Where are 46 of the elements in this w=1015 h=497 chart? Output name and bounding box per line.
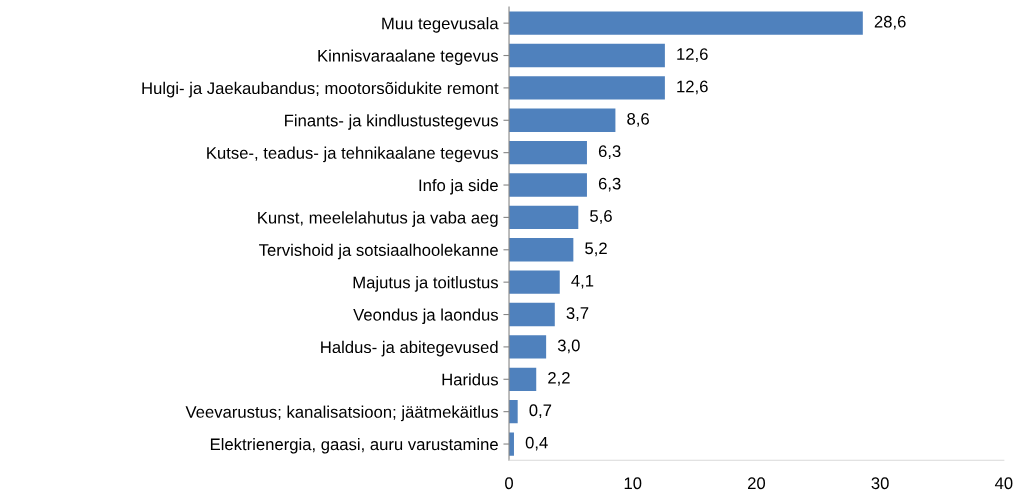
y-tick-label: Majutus ja toitlustus	[353, 276, 499, 292]
bar	[509, 400, 518, 424]
bar	[509, 140, 587, 165]
x-tick-label: 20	[748, 477, 766, 490]
bar	[509, 335, 547, 359]
x-tick-label: 30	[871, 477, 889, 490]
data-label: 4,1	[571, 275, 594, 289]
data-label: 0,4	[525, 436, 548, 451]
data-label: 12,6	[677, 80, 708, 95]
y-tick-label: Haridus	[442, 373, 499, 386]
bar	[509, 205, 579, 230]
y-tick-label: Kunst, meelelahutus ja vaba aeg	[258, 211, 498, 227]
y-tick-label: Kinnisvaraalane tegevus	[318, 49, 499, 66]
y-tick-label: Haldus- ja abitegevused	[321, 340, 498, 357]
bar	[509, 302, 555, 327]
data-label: 3,0	[557, 339, 580, 354]
bar	[509, 43, 665, 68]
data-label: 12,6	[677, 48, 708, 62]
y-tick-label: Veevarustus; kanalisatsioon; jäätmekäitlus	[185, 405, 499, 422]
y-tick-label: Kutse-, teadus- ja tehnikaalane tegevus	[207, 146, 499, 163]
data-label: 3,7	[566, 307, 589, 321]
data-label: 28,6	[874, 15, 906, 30]
x-tick-label: 10	[624, 477, 642, 490]
x-tick-label: 40	[994, 477, 1013, 490]
bar	[509, 270, 560, 294]
bar	[509, 367, 537, 391]
bar	[509, 238, 574, 262]
bar	[509, 108, 616, 132]
data-label: 5,6	[590, 210, 612, 224]
y-tick-label: Hulgi- ja Jaekaubandus; mootorsõidukite remont	[142, 81, 499, 98]
bar	[509, 173, 587, 197]
data-label: 0,7	[529, 404, 552, 419]
data-label: 8,6	[627, 112, 649, 127]
data-label: 5,2	[585, 242, 607, 257]
data-label: 6,3	[598, 145, 621, 160]
x-tick-label: 0	[505, 477, 514, 490]
y-tick-label: Info ja side	[419, 178, 498, 195]
bar	[509, 76, 665, 100]
data-label: 2,2	[548, 371, 570, 386]
bar	[509, 11, 863, 35]
y-tick-label: Finants- ja kindlustustegevus	[285, 114, 499, 130]
data-label: 6,3	[598, 177, 621, 192]
y-tick-label: Veondus ja laondus	[353, 308, 499, 325]
y-tick-label: Muu tegevusala	[382, 17, 499, 33]
y-tick-label: Elektrienergia, gaasi, auru varustamine	[210, 437, 498, 454]
y-tick-label: Tervishoid ja sotsiaalhoolekanne	[259, 243, 498, 260]
